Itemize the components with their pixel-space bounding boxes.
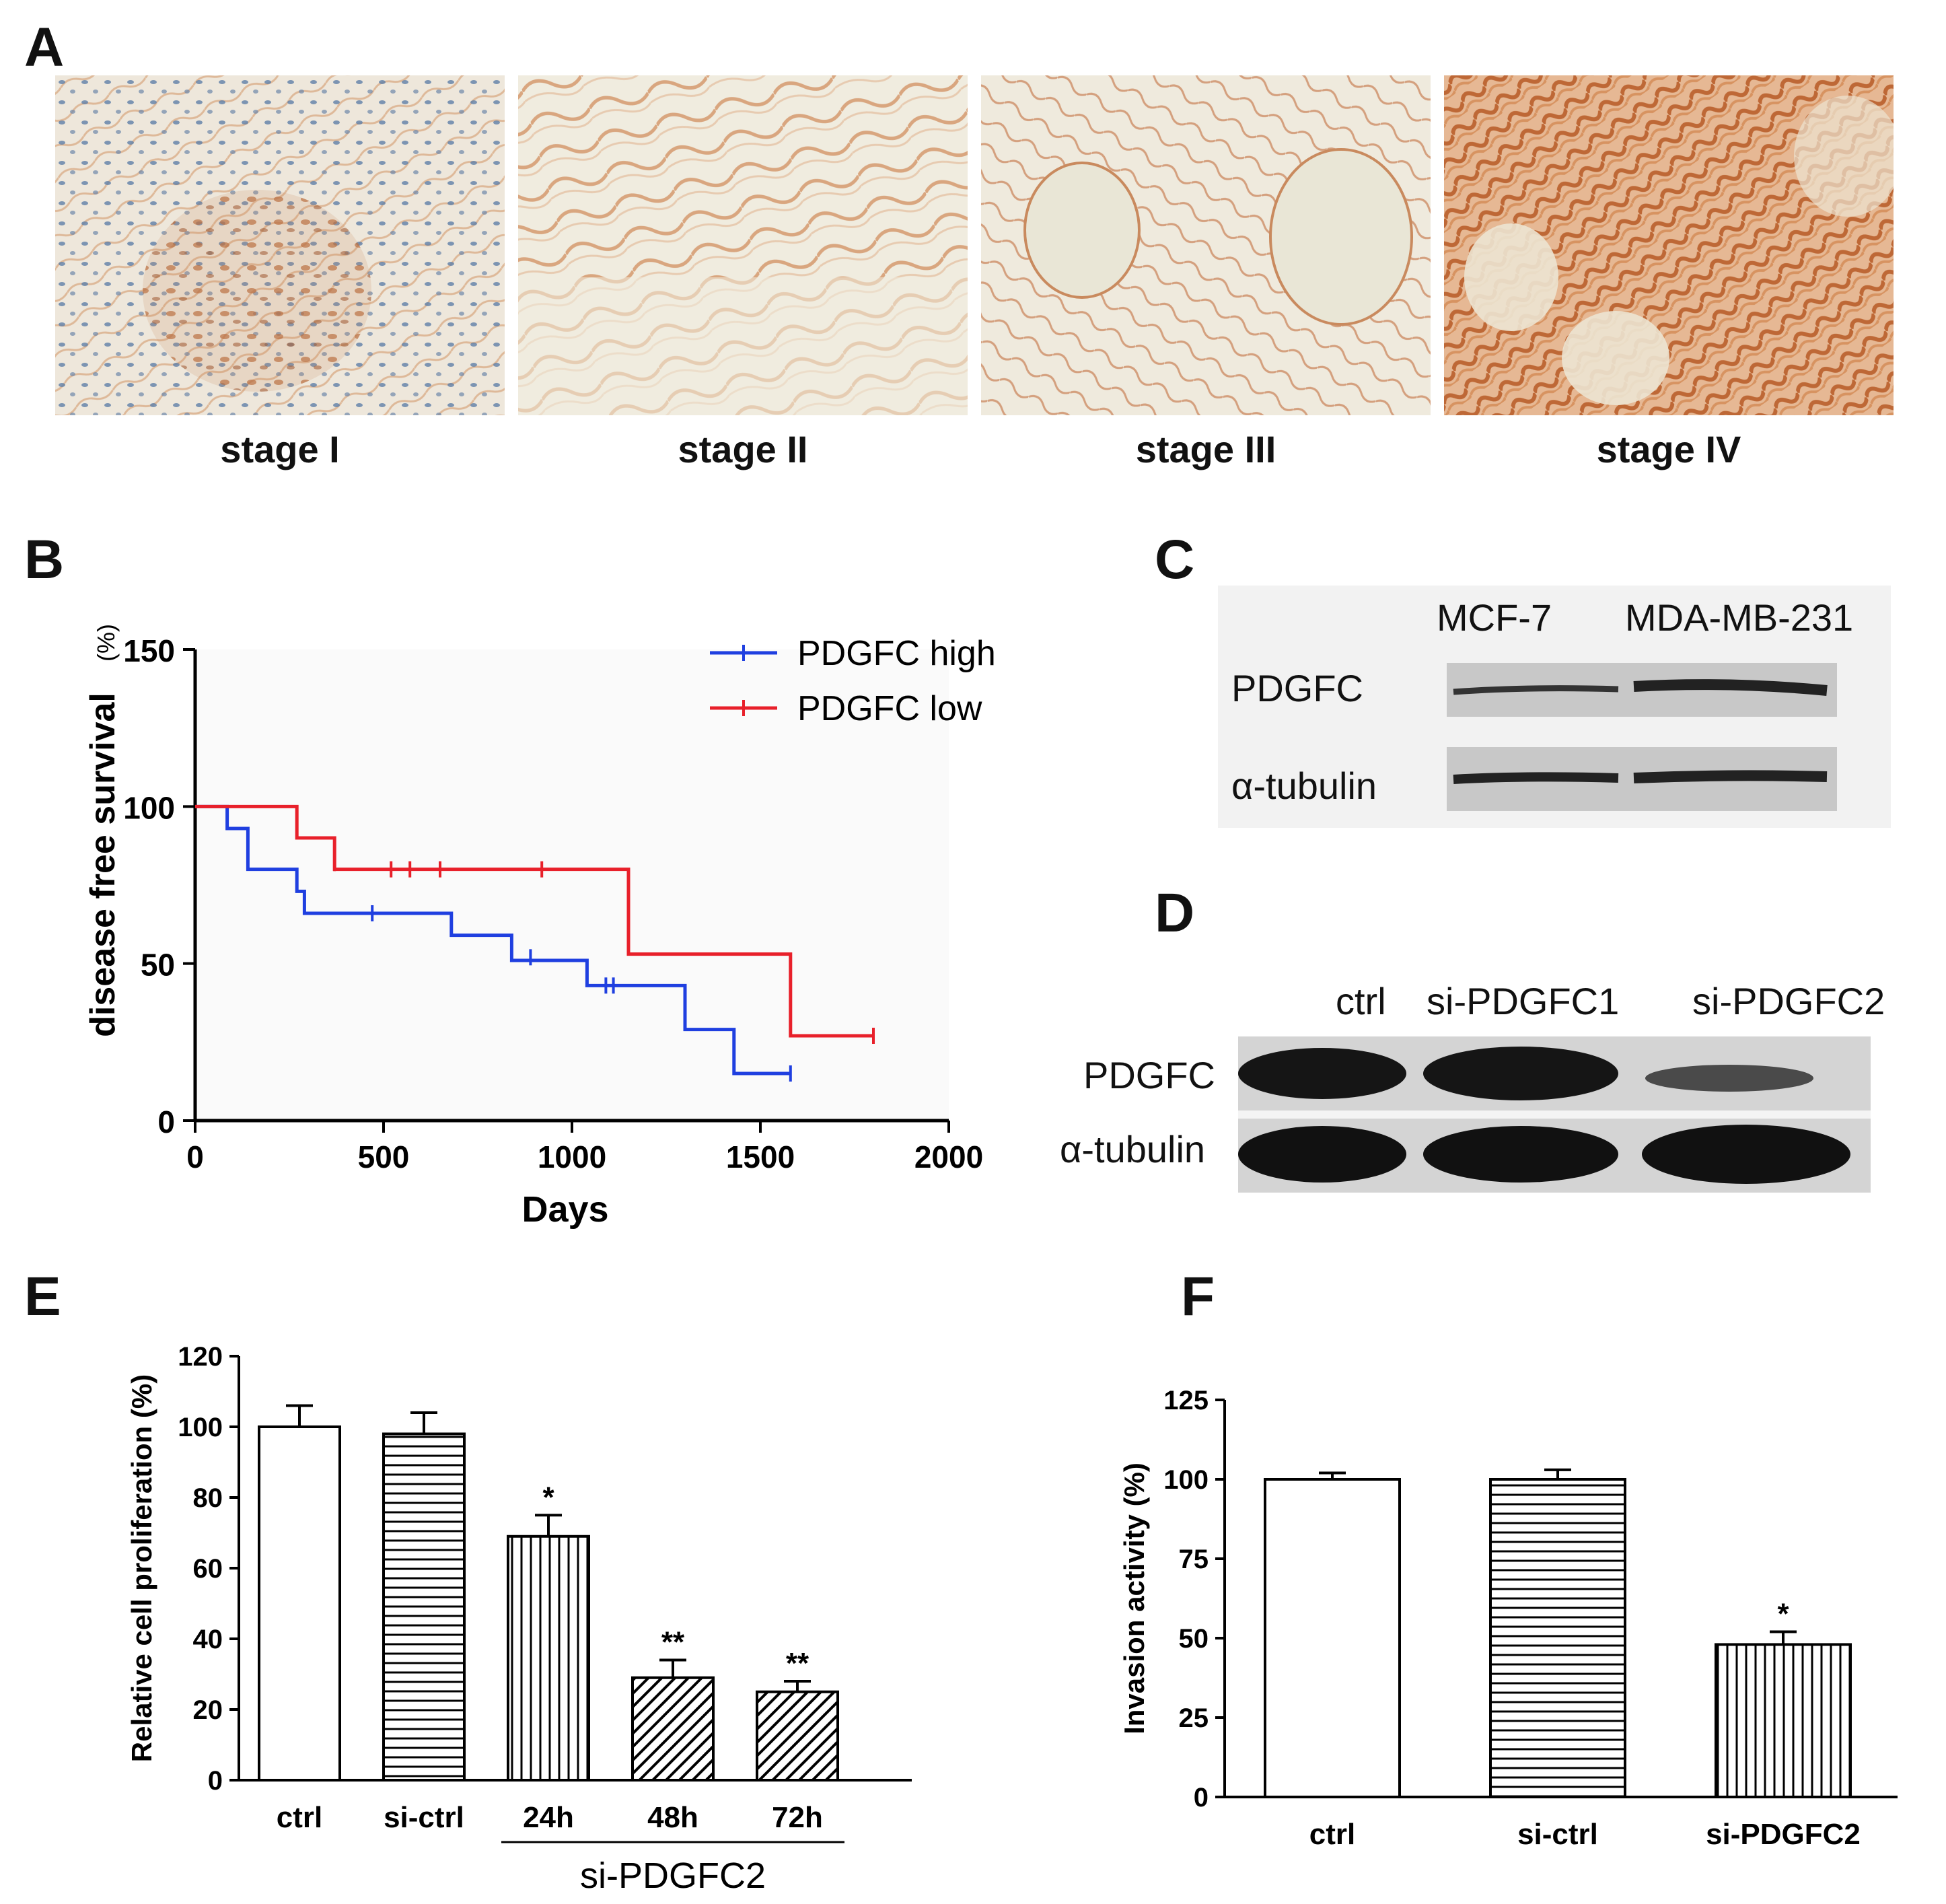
y-tick-label: 60: [193, 1554, 223, 1584]
category-label: 24h: [523, 1801, 574, 1834]
bar-24h: [507, 1535, 590, 1782]
y-tick-label: 125: [1163, 1386, 1209, 1415]
caption-stage-1: stage I: [220, 428, 340, 470]
category-label: ctrl: [1309, 1818, 1355, 1851]
micrograph-stage-4: [1444, 75, 1894, 415]
panel-label-b: B: [24, 529, 65, 590]
y-axis-title: Invasion activity (%): [1118, 1462, 1150, 1734]
y-tick-label: 0: [157, 1104, 175, 1139]
x-tick-label: 500: [358, 1139, 410, 1174]
y-tick-label: 100: [178, 1413, 223, 1442]
y-tick-label: 120: [178, 1342, 223, 1372]
panel-label-a: A: [24, 17, 65, 78]
category-label: si-ctrl: [1517, 1818, 1598, 1851]
category-label: 48h: [647, 1801, 698, 1834]
panel-label-e: E: [24, 1266, 61, 1327]
y-tick-label: 0: [1194, 1783, 1209, 1812]
caption-stage-3: stage III: [1135, 428, 1276, 470]
caption-stage-2: stage II: [678, 428, 808, 470]
x-tick-label: 2000: [914, 1139, 983, 1174]
blot-d-col-1: ctrl: [1336, 980, 1386, 1022]
blot-c-row-2: α-tubulin: [1231, 765, 1377, 807]
blot-d-row-2: α-tubulin: [1060, 1128, 1206, 1170]
y-axis-unit: (%): [92, 624, 120, 662]
y-tick-label: 50: [141, 948, 175, 983]
x-tick-label: 1000: [538, 1139, 606, 1174]
y-tick-label: 80: [193, 1483, 223, 1513]
micrograph-stage-2: [518, 75, 968, 415]
blot-panel-c: MCF-7 MDA-MB-231 PDGFC α-tubulin: [1218, 586, 1891, 828]
blot-d-col-3: si-PDGFC2: [1692, 980, 1885, 1022]
y-tick-label: 100: [123, 790, 175, 825]
significance-mark: *: [542, 1481, 554, 1514]
category-label: ctrl: [277, 1801, 322, 1834]
micrograph-stage-1: [55, 75, 505, 415]
caption-stage-4: stage IV: [1596, 428, 1741, 470]
legend-label: PDGFC high: [797, 634, 996, 673]
y-tick-label: 20: [193, 1695, 223, 1725]
bar-ctrl: [258, 1425, 341, 1782]
panel-label-c: C: [1155, 529, 1195, 590]
y-tick-label: 25: [1179, 1703, 1209, 1733]
bar-si-PDGFC2: [1715, 1643, 1852, 1798]
bar-48h: [631, 1676, 715, 1782]
bar-si-ctrl: [382, 1432, 466, 1782]
y-tick-label: 75: [1179, 1545, 1209, 1574]
bar-si-ctrl: [1489, 1478, 1626, 1798]
category-label: si-ctrl: [384, 1801, 464, 1834]
y-tick-label: 150: [123, 633, 175, 668]
y-tick-label: 50: [1179, 1624, 1209, 1654]
legend-label: PDGFC low: [797, 689, 982, 728]
category-label: 72h: [772, 1801, 823, 1834]
x-tick-label: 1500: [726, 1139, 795, 1174]
panel-label-f: F: [1181, 1266, 1215, 1327]
x-axis-title: Days: [521, 1189, 608, 1230]
group-label: si-PDGFC2: [580, 1856, 766, 1896]
plot-background: [195, 649, 949, 1121]
y-tick-label: 0: [208, 1766, 223, 1796]
survival-line-high: [195, 804, 791, 1076]
proliferation-chart: 0 20 40 60 80 100 120 Relative cell proliferati…: [126, 1342, 912, 1896]
blot-d-row-1: PDGFC: [1083, 1054, 1215, 1096]
micrograph-stage-3: [981, 75, 1431, 415]
y-axis-title: Relative cell proliferation (%): [126, 1374, 157, 1762]
panel-label-d: D: [1155, 882, 1195, 944]
y-tick-label: 100: [1163, 1465, 1209, 1495]
bar-72h: [756, 1690, 839, 1782]
survival-line-low: [195, 804, 873, 1038]
significance-mark: **: [786, 1647, 809, 1680]
significance-mark: *: [1777, 1598, 1789, 1631]
blot-c-row-1: PDGFC: [1231, 667, 1363, 709]
y-tick-label: 40: [193, 1625, 223, 1654]
significance-mark: **: [661, 1626, 685, 1659]
bar-ctrl: [1264, 1478, 1401, 1798]
invasion-chart: 0 25 50 75 100 125 Invasion activity (%) ctrl si…: [1118, 1386, 1898, 1851]
blot-panel-d: ctrl si-PDGFC1 si-PDGFC2 PDGFC α-tubulin: [1050, 969, 1945, 1198]
category-label: si-PDGFC2: [1706, 1818, 1861, 1851]
y-axis-title: disease free survival: [83, 693, 122, 1037]
blot-c-col-1: MCF-7: [1437, 596, 1552, 639]
blot-c-col-2: MDA-MB-231: [1625, 596, 1854, 639]
x-tick-label: 0: [186, 1139, 204, 1174]
blot-d-col-2: si-PDGFC1: [1427, 980, 1620, 1022]
